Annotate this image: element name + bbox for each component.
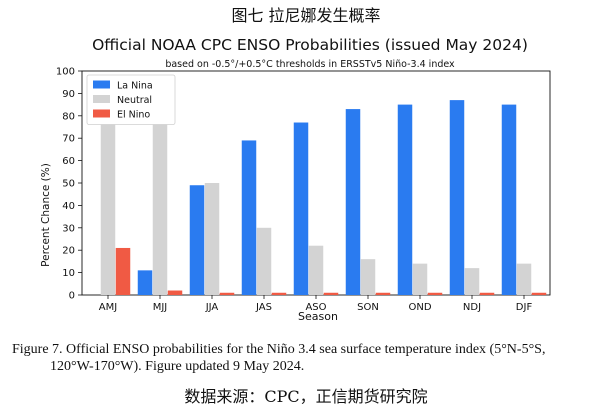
bar-neutral-jas xyxy=(256,227,272,295)
legend-swatch-la-nina xyxy=(93,80,110,89)
bar-el-nino-ond xyxy=(427,292,443,295)
legend-swatch-neutral xyxy=(93,95,110,103)
y-tick-label: 20 xyxy=(62,246,75,257)
chart-subtitle: based on -0.5°/+0.5°C thresholds in ERSS… xyxy=(165,59,455,70)
x-tick-label: JJA xyxy=(205,302,219,313)
y-tick-label: 10 xyxy=(62,268,75,279)
bar-el-nino-aso xyxy=(323,292,339,295)
bar-neutral-ond xyxy=(412,263,428,295)
bar-la-nina-ndj xyxy=(449,100,465,296)
legend-swatch-el-nino xyxy=(93,109,110,118)
legend-label-la-nina: La Nina xyxy=(117,81,153,92)
y-tick-label: 0 xyxy=(69,291,75,302)
x-tick-label: MJJ xyxy=(153,302,168,313)
bar-el-nino-amj xyxy=(115,247,131,295)
y-axis-label: Percent Chance (%) xyxy=(40,163,52,267)
x-tick-label: SON xyxy=(357,302,379,313)
y-tick-label: 90 xyxy=(62,89,75,100)
y-tick-label: 30 xyxy=(62,223,75,234)
plot-area: 0 10 20 30 40 50 60 70 80 90 100 AMJ MJJ JJA JAS ASO SON… xyxy=(56,67,551,313)
y-tick-label: 100 xyxy=(56,67,75,78)
figure-header: 图七 拉尼娜发生概率 xyxy=(231,6,381,25)
data-source: 数据来源：CPC，正信期货研究院 xyxy=(184,387,428,406)
x-tick-label: NDJ xyxy=(463,302,481,313)
bar-la-nina-son xyxy=(345,109,361,295)
bar-la-nina-jas xyxy=(241,140,257,295)
caption-line-2: 120°W-170°W). Figure updated 9 May 2024. xyxy=(50,359,305,374)
bar-la-nina-jja xyxy=(189,185,205,295)
bar-neutral-jja xyxy=(204,183,220,295)
x-tick-label: AMJ xyxy=(99,302,117,313)
y-tick-label: 80 xyxy=(62,111,75,122)
bar-neutral-djf xyxy=(516,263,532,295)
legend-label-el-nino: El Nino xyxy=(117,110,150,121)
bar-el-nino-mjj xyxy=(167,290,183,295)
chart-title: Official NOAA CPC ENSO Probabilities (is… xyxy=(92,36,528,54)
bar-la-nina-djf xyxy=(501,104,517,295)
y-tick-label: 40 xyxy=(62,201,75,212)
legend-label-neutral: Neutral xyxy=(117,95,152,106)
bar-el-nino-jja xyxy=(219,292,235,295)
x-tick-label: DJF xyxy=(516,302,533,313)
x-tick-label: OND xyxy=(408,302,431,313)
bar-la-nina-aso xyxy=(293,122,309,296)
bar-la-nina-ond xyxy=(397,104,413,295)
y-tick-label: 60 xyxy=(62,156,75,167)
x-axis-label: Season xyxy=(298,310,338,323)
bar-neutral-aso xyxy=(308,245,324,295)
figure-caption: Figure 7. Official ENSO probabilities fo… xyxy=(12,341,604,375)
bar-neutral-mjj xyxy=(152,100,168,296)
bar-la-nina-mjj xyxy=(137,270,153,295)
x-tick-label: ASO xyxy=(305,302,326,313)
bar-el-nino-djf xyxy=(531,292,547,295)
bar-neutral-amj xyxy=(100,118,116,295)
caption-line-1: Figure 7. Official ENSO probabilities fo… xyxy=(12,342,546,357)
bar-el-nino-son xyxy=(375,292,391,295)
y-tick-label: 50 xyxy=(62,179,75,190)
enso-probability-chart: Official NOAA CPC ENSO Probabilities (is… xyxy=(40,36,551,323)
bar-neutral-ndj xyxy=(464,268,480,295)
bar-el-nino-jas xyxy=(271,292,287,295)
bar-el-nino-ndj xyxy=(479,292,495,295)
bar-neutral-son xyxy=(360,259,376,295)
y-tick-label: 70 xyxy=(62,134,75,145)
x-tick-label: JAS xyxy=(255,302,272,313)
